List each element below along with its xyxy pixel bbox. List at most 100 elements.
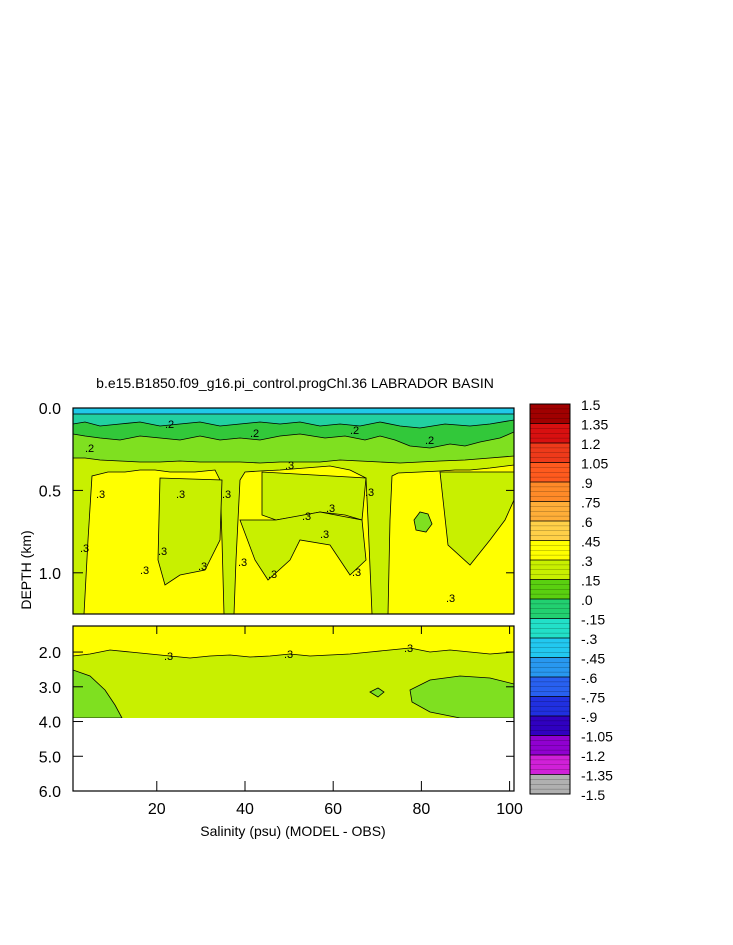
contour-label: .3 <box>268 569 277 581</box>
colorbar-swatch <box>530 774 570 795</box>
colorbar-label: -1.05 <box>581 729 613 745</box>
colorbar-swatch <box>530 501 570 522</box>
contour-label: .2 <box>350 425 359 437</box>
contour-label: .3 <box>164 651 173 663</box>
colorbar-label: .6 <box>581 514 593 530</box>
upper-y-ticks: 0.0 0.5 1.0 <box>39 401 514 583</box>
colorbar-swatch <box>530 404 570 424</box>
colorbar-swatch <box>530 618 570 639</box>
colorbar-label: -.6 <box>581 670 598 686</box>
contour-label: .2 <box>425 435 434 447</box>
contour-label: .3 <box>365 487 374 499</box>
colorbar-label: -1.5 <box>581 787 605 803</box>
x-ticks: 20 40 60 80 100 <box>148 626 523 818</box>
contour-label: .3 <box>158 546 167 558</box>
y-tick-label: 5.0 <box>39 749 61 766</box>
y-tick-label: 0.0 <box>39 401 61 418</box>
colorbar-label: -.45 <box>581 651 605 667</box>
colorbar-swatch <box>530 735 570 756</box>
contour-label: .3 <box>446 593 455 605</box>
contour-label: .3 <box>238 557 247 569</box>
upper-panel: 0.0 0.5 1.0 <box>39 401 515 615</box>
x-axis-label: Salinity (psu) (MODEL - OBS) <box>200 823 385 839</box>
colorbar-swatch <box>530 540 570 561</box>
y-tick-label: 0.5 <box>39 483 61 500</box>
lower-no-data-area <box>73 718 514 791</box>
lower-region-yellow <box>73 626 514 659</box>
x-tick-label: 80 <box>412 801 430 818</box>
upper-region-yellowgreen-lobe-4 <box>439 471 514 566</box>
colorbar-label: -.9 <box>581 709 598 725</box>
lower-region-blob <box>369 687 385 698</box>
colorbar-swatch <box>530 443 570 463</box>
contour-label: .3 <box>320 529 329 541</box>
colorbar-swatch <box>530 521 570 541</box>
chart-title: b.e15.B1850.f09_g16.pi_control.progChl.3… <box>96 375 494 391</box>
colorbar-label: -.75 <box>581 690 605 706</box>
colorbar-swatch <box>530 482 570 502</box>
y-tick-label: 4.0 <box>39 715 61 732</box>
contour-label: .3 <box>285 460 294 472</box>
x-tick-label: 40 <box>236 801 254 818</box>
colorbar-label: .75 <box>581 495 601 511</box>
y-tick-label: 6.0 <box>39 784 61 801</box>
contour-label: .3 <box>352 567 361 579</box>
colorbar-swatch <box>530 657 570 678</box>
contour-label: .2 <box>250 428 259 440</box>
lower-panel: 2.0 3.0 4.0 5.0 6.0 20 40 60 80 100 <box>39 625 523 818</box>
x-tick-label: 20 <box>148 801 166 818</box>
colorbar-label: .15 <box>581 573 601 589</box>
lower-region-green-right <box>409 675 514 719</box>
lower-y-ticks: 2.0 3.0 4.0 5.0 6.0 <box>39 645 514 801</box>
colorbar-swatch <box>530 716 570 736</box>
colorbar-swatch <box>530 696 570 717</box>
upper-plot-frame <box>72 407 515 615</box>
upper-region-yellowgreen-lobe-2 <box>157 477 223 586</box>
colorbar: 1.5 1.35 1.2 1.05 .9 .75 .6 .45 .3 .15 .0 -.15 -.3 -.… <box>529 397 613 803</box>
contour-label: .3 <box>326 503 335 515</box>
contour-label: .3 <box>140 565 149 577</box>
contour-label: .3 <box>404 643 413 655</box>
contour-label: .3 <box>284 649 293 661</box>
lower-plot-frame <box>72 625 515 792</box>
colorbar-label: -.3 <box>581 631 598 647</box>
upper-region-blob <box>413 511 433 533</box>
colorbar-swatch <box>530 599 570 619</box>
colorbar-label: -1.2 <box>581 748 605 764</box>
colorbar-label: -1.35 <box>581 768 613 784</box>
colorbar-label: .9 <box>581 475 593 491</box>
colorbar-label: .45 <box>581 534 601 550</box>
contour-label: .3 <box>222 489 231 501</box>
colorbar-label: .0 <box>581 592 593 608</box>
colorbar-label: .3 <box>581 553 593 569</box>
lower-region-green-left <box>73 669 123 719</box>
upper-region-yellowgreen-lobe-3 <box>239 511 367 581</box>
colorbar-swatch <box>530 579 570 600</box>
upper-region-surface <box>73 408 514 415</box>
colorbar-swatch <box>530 638 570 658</box>
x-tick-label: 60 <box>324 801 342 818</box>
colorbar-label: -.15 <box>581 612 605 628</box>
colorbar-swatch <box>530 677 570 697</box>
contour-label: .3 <box>176 489 185 501</box>
colorbar-swatch <box>530 755 570 775</box>
colorbar-frame <box>529 403 571 795</box>
contour-label: .2 <box>85 443 94 455</box>
y-axis-label: DEPTH (km) <box>18 530 34 609</box>
colorbar-label: 1.05 <box>581 456 608 472</box>
colorbar-label: 1.2 <box>581 436 601 452</box>
colorbar-swatch <box>530 560 570 580</box>
y-tick-label: 1.0 <box>39 566 61 583</box>
colorbar-swatch <box>530 423 570 444</box>
contour-labels: .2 .2 .2 .2 .2 .3 .3 .3 .3 .3 .3 .3 .3 .… <box>80 419 455 663</box>
contour-label: .3 <box>198 561 207 573</box>
y-tick-label: 3.0 <box>39 680 61 697</box>
x-tick-label: 100 <box>496 801 523 818</box>
colorbar-swatch <box>530 462 570 483</box>
contour-label: .3 <box>302 511 311 523</box>
colorbar-label: 1.5 <box>581 397 601 413</box>
colorbar-label: 1.35 <box>581 417 608 433</box>
contour-label: .3 <box>80 543 89 555</box>
y-tick-label: 2.0 <box>39 645 61 662</box>
